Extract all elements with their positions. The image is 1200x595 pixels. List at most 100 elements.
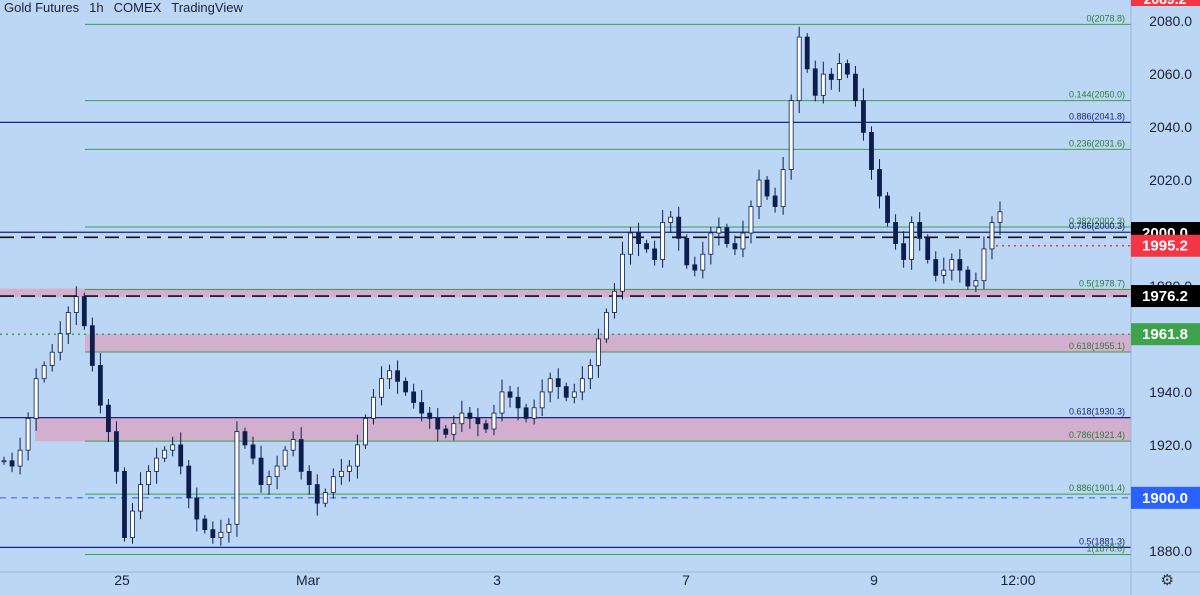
candle-body — [716, 227, 722, 234]
candle-body — [274, 465, 280, 478]
y-tick-label: 2060.0 — [1149, 66, 1192, 82]
candle-body — [692, 264, 698, 271]
candle-body — [893, 222, 898, 245]
candle-body — [997, 211, 1003, 223]
candle-body — [395, 370, 400, 382]
candle-body — [756, 179, 762, 207]
candle-body — [740, 232, 746, 250]
candle-body — [853, 73, 858, 102]
candle-body — [290, 439, 296, 451]
candle-body — [587, 365, 593, 380]
candle-body — [620, 253, 625, 292]
support-zone — [85, 334, 1131, 352]
price-label: 1995.2 — [1142, 238, 1188, 255]
candle-body — [218, 531, 224, 538]
price-label-bg — [1131, 486, 1200, 509]
candle-body — [804, 36, 810, 70]
candle-body — [346, 465, 352, 472]
candle-body — [917, 222, 923, 239]
symbol-name[interactable]: Gold Futures — [4, 0, 80, 15]
fib-level-label: 0.618(1955.1) — [1069, 341, 1125, 351]
candle-body — [957, 259, 963, 271]
x-tick-label: 9 — [870, 572, 878, 588]
candle-body — [202, 518, 208, 531]
candle-body — [106, 404, 111, 433]
candle-body — [122, 470, 127, 538]
candle-body — [989, 222, 995, 250]
candle-body — [419, 402, 425, 414]
fib-level-label: 0.382(2002.3) — [1069, 216, 1125, 226]
candle-body — [949, 259, 955, 271]
candle-body — [226, 523, 232, 533]
candle-body — [571, 391, 577, 398]
candle-body — [660, 222, 666, 260]
x-tick-label: 12:00 — [1000, 572, 1035, 588]
candle-body — [130, 510, 135, 538]
candle-body — [563, 386, 569, 398]
candle-body — [836, 63, 842, 80]
candle-body — [844, 63, 850, 75]
candle-body — [523, 407, 529, 419]
x-tick-label: 7 — [682, 572, 690, 588]
candle-body — [114, 431, 119, 472]
candle-body — [242, 431, 248, 446]
candle-body — [652, 248, 658, 260]
candle-body — [411, 391, 417, 403]
y-tick-label: 2080.0 — [1149, 13, 1192, 29]
source-label: TradingView — [171, 0, 243, 15]
candle-body — [234, 431, 240, 525]
candle-body — [25, 418, 31, 451]
candle-body — [33, 378, 39, 419]
candle-body — [9, 460, 15, 467]
candle-body — [467, 412, 473, 419]
fib-level-label: 0.144(2050.0) — [1069, 90, 1125, 100]
candle-body — [282, 449, 288, 467]
candle-body — [828, 73, 834, 80]
candle-body — [146, 470, 151, 486]
support-zone — [35, 417, 1131, 442]
candle-body — [483, 423, 489, 430]
fib-level-label: 1(1878.6) — [1086, 544, 1125, 554]
interval-label[interactable]: 1h — [89, 0, 104, 15]
candle-body — [748, 206, 754, 234]
candle-body — [668, 216, 674, 223]
candle-body — [451, 423, 457, 435]
candle-body — [772, 195, 778, 207]
x-tick-label: Mar — [296, 572, 320, 588]
fib-level-label: 0.5(1978.7) — [1079, 278, 1125, 288]
candle-body — [314, 484, 320, 504]
candle-body — [965, 269, 971, 287]
candle-body — [97, 365, 103, 406]
candle-body — [788, 100, 794, 170]
candle-body — [531, 407, 537, 419]
candle-body — [604, 312, 609, 340]
candle-body — [676, 216, 682, 239]
candle-body — [250, 444, 256, 459]
candle-body — [355, 444, 360, 467]
candle-body — [266, 476, 272, 486]
candle-body — [909, 222, 915, 260]
candle-body — [138, 484, 143, 512]
candle-body — [539, 391, 545, 409]
candle-body — [644, 243, 649, 250]
price-label: 1900.0 — [1142, 490, 1188, 507]
candle-body — [81, 296, 87, 327]
fib-level-label: 0(2078.8) — [1086, 13, 1125, 23]
settings-gear-icon[interactable]: ⚙ — [1160, 571, 1174, 589]
candle-body — [780, 169, 786, 207]
candle-body — [1, 460, 7, 463]
support-zone — [0, 288, 1131, 298]
fib-level-label: 0.886(2041.8) — [1069, 111, 1125, 121]
candle-body — [507, 391, 513, 398]
candle-body — [435, 418, 441, 430]
candle-body — [178, 444, 184, 467]
exchange-label: COMEX — [113, 0, 162, 15]
candle-body — [427, 412, 433, 419]
candle-body — [941, 269, 947, 276]
x-tick-label: 25 — [114, 572, 130, 588]
y-tick-label: 1880.0 — [1149, 543, 1192, 559]
candle-body — [443, 428, 449, 435]
candle-body — [732, 243, 738, 250]
